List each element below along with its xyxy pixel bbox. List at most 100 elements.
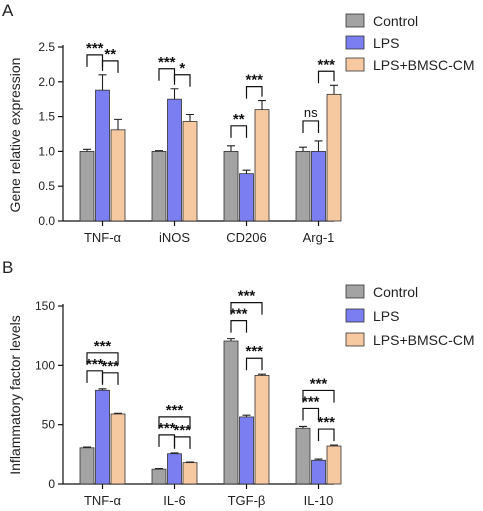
panel-b-category-label: IL-10 [304, 493, 334, 508]
panel-b-significance-label: *** [166, 402, 184, 419]
panel-b-bar [79, 447, 95, 485]
panel-a-bar [239, 173, 254, 222]
panel-b-category-label: TNF-α [84, 493, 122, 508]
panel-a-error-bar [227, 145, 235, 152]
panel-b-bar [151, 468, 167, 485]
panel-a-bar [110, 129, 126, 222]
panel-a-significance-bracket [230, 125, 248, 138]
panel-a-error-bar [83, 148, 91, 152]
panel-b-bar [311, 459, 326, 485]
panel-b-y-tick-label: 0 [48, 477, 55, 491]
panel-a-bar [182, 121, 198, 222]
panel-b-significance-label: *** [173, 422, 191, 439]
panel-a-y-tick-label: 1.0 [38, 144, 55, 158]
panel-b-bar [223, 340, 239, 485]
panel-b-error-bar [155, 468, 163, 470]
panel-a-significance-bracket [302, 120, 320, 133]
panel-a-legend-swatch [345, 57, 365, 72]
panel-a-bar [295, 150, 311, 222]
panel-a-y-tick-label: 2.0 [38, 75, 55, 89]
panel-a-bar [167, 98, 182, 222]
panel-a-error-bar [330, 84, 338, 95]
panel-b-error-bar [186, 461, 194, 463]
panel-a-bar [254, 109, 270, 222]
panel-b-bar [95, 389, 110, 485]
panel-a-bar [95, 89, 110, 222]
panel-b-significance-label: *** [158, 420, 176, 437]
panel-b-bar [326, 445, 342, 485]
panel-b-significance-label: *** [238, 288, 256, 305]
panel-a-significance-bracket [317, 70, 335, 84]
panel-b-bar [254, 375, 270, 485]
panel-a-error-bar [186, 113, 194, 122]
panel-b-legend-swatch [345, 308, 365, 323]
panel-b-legend-label: Control [373, 284, 418, 300]
panel-a-significance-label: ns [304, 105, 318, 120]
panel-b-significance-bracket [245, 357, 263, 371]
panel-b-significance-label: *** [245, 343, 263, 360]
panel-b-category-label: IL-6 [163, 493, 185, 508]
panel-b-error-bar [83, 446, 91, 448]
panel-a-category-label: TNF-α [84, 230, 122, 245]
panel-a-significance-label: *** [317, 56, 335, 73]
panel-a-significance-bracket [245, 85, 263, 99]
panel-a-category-label: iNOS [159, 230, 190, 245]
panel-b-significance-label: *** [86, 356, 104, 373]
panel-a-significance-label: ** [104, 46, 116, 63]
panel-b-significance-label: *** [310, 375, 328, 392]
panel-b-error-bar [314, 458, 323, 461]
panel-b-significance: ************************************ [86, 288, 335, 449]
panel-a-y-tick-label: 0.5 [38, 179, 55, 193]
panel-a-significance-label: *** [245, 72, 263, 89]
panel-b-bars [79, 338, 342, 485]
panel-b-significance-label: *** [94, 338, 112, 355]
panel-a-letter: A [2, 1, 14, 20]
panel-b-error-bar [227, 338, 235, 342]
panel-a-error-bar [98, 74, 107, 91]
panel-a-y-tick-label: 2.5 [38, 40, 55, 54]
panel-a-category-label: CD206 [226, 230, 266, 245]
panel-a-error-bar [258, 100, 266, 110]
panel-a: A Gene relative expression 0.0 0.5 1.0 1.5 2… [2, 1, 475, 245]
panel-b-y-tick-label: 50 [42, 418, 56, 432]
panel-a-significance-bracket [101, 60, 119, 73]
panel-a-bars [79, 74, 342, 222]
panel-b-category-label: TGF-β [228, 493, 266, 508]
panel-b-y-tick-label: 100 [35, 358, 55, 372]
panel-a-significance-label: *** [158, 54, 176, 71]
panel-a-significance: *** ** *** ******ns*** [86, 40, 335, 138]
panel-a-significance-label: *** [86, 40, 104, 57]
panel-b-significance-label: *** [101, 358, 119, 375]
panel-b-bar [295, 427, 311, 485]
panel-b-error-bar [299, 425, 307, 429]
panel-b-error-bar [242, 414, 251, 417]
panel-a-y-tick-label: 0.0 [38, 214, 55, 228]
panel-b-significance-bracket [173, 436, 191, 449]
panel-b-y-tick-label: 150 [35, 299, 55, 313]
panel-b-significance-bracket [86, 352, 119, 365]
panel-a-y-tick-label: 1.5 [38, 110, 55, 124]
panel-b-letter: B [2, 258, 13, 277]
panel-a-error-bar [299, 146, 307, 152]
panel-a-legend-label: LPS [373, 35, 399, 51]
panel-a-legend-swatch [345, 35, 365, 50]
panel-a-bar [79, 150, 95, 222]
panel-b: B Inflammatory factor levels 0 50 100 150 TN… [2, 258, 475, 508]
panel-b-legend-label: LPS+BMSC-CM [373, 332, 475, 348]
panel-a-axes: 0.0 0.5 1.0 1.5 2.0 2.5 TNF-α iNOS CD206 Arg-1 [38, 40, 334, 245]
panel-b-error-bar [170, 452, 179, 454]
panel-a-legend-label: Control [373, 13, 418, 29]
panel-b-error-bar [98, 388, 107, 391]
panel-b-significance-label: *** [302, 393, 320, 410]
panel-b-significance-label: *** [230, 306, 248, 323]
panel-a-error-bar [170, 88, 179, 100]
panel-a-significance-label: ** [233, 111, 245, 128]
panel-b-legend-label: LPS [373, 308, 399, 324]
panel-b-bar [110, 413, 126, 485]
panel-a-error-bar [242, 169, 251, 174]
panel-b-significance-bracket [101, 372, 119, 385]
panel-a-legend-label: LPS+BMSC-CM [373, 57, 475, 73]
panel-a-category-label: Arg-1 [303, 230, 335, 245]
panel-a-significance-bracket [173, 74, 191, 87]
panel-a-error-bar [155, 150, 163, 152]
